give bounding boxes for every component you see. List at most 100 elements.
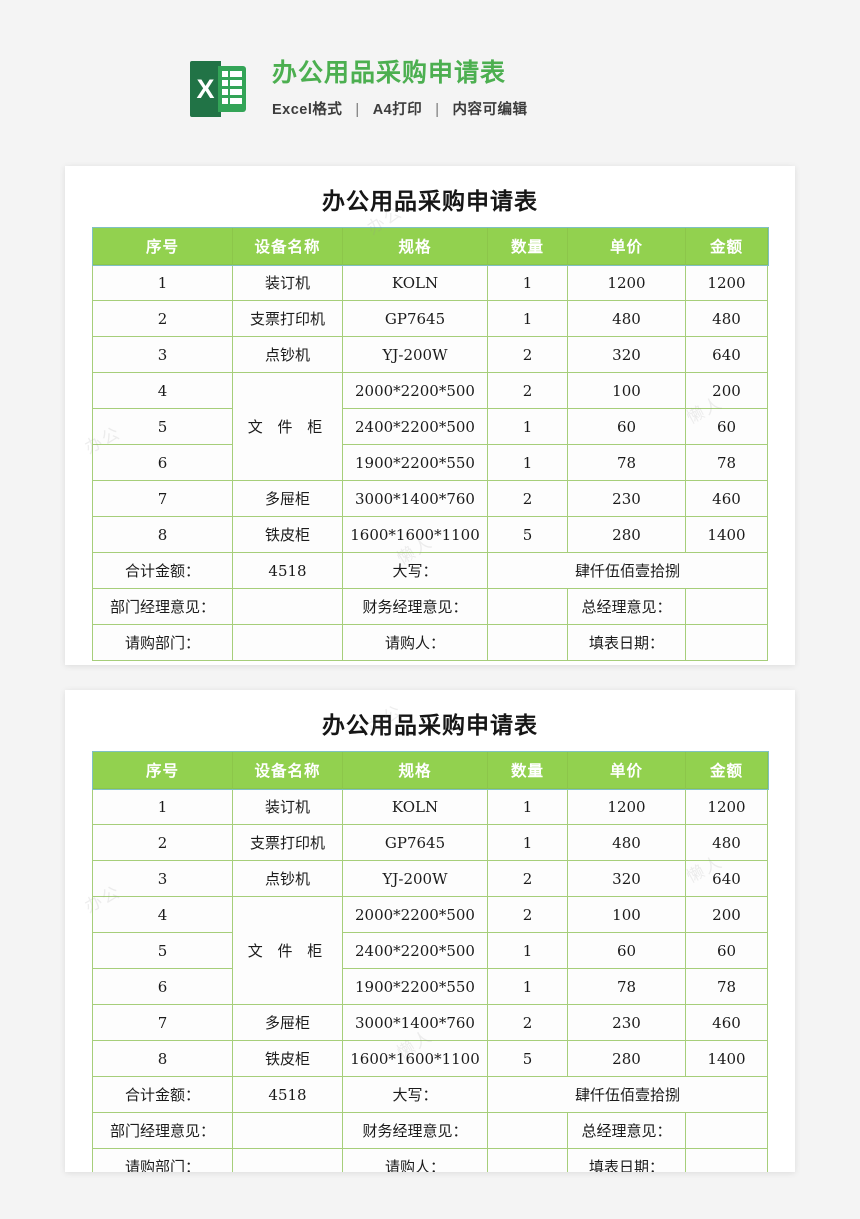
- cell-name: 多屉柜: [232, 480, 343, 517]
- column-header-name: 设备名称: [232, 227, 343, 265]
- cell-spec: KOLN: [342, 788, 488, 825]
- column-header-amount: 金额: [685, 751, 768, 789]
- page-title: 办公用品采购申请表: [272, 59, 507, 87]
- table-row: 1 装订机 KOLN 1 1200 1200: [92, 264, 768, 301]
- cell-spec: 3000*1400*760: [342, 1004, 488, 1041]
- table-row: 5 2400*2200*500 1 60 60: [92, 408, 768, 445]
- cell-no: 5: [92, 932, 233, 969]
- general-manager-value[interactable]: [685, 1112, 768, 1149]
- cell-no: 6: [92, 444, 233, 481]
- cell-no: 2: [92, 300, 233, 337]
- cell-no: 3: [92, 860, 233, 897]
- header-text-block: 办公用品采购申请表 Excel格式 | A4打印 | 内容可编辑: [272, 58, 528, 119]
- capital-label: 大写：: [342, 1076, 488, 1113]
- cell-amount: 480: [685, 824, 768, 861]
- cell-no: 1: [92, 264, 233, 301]
- cell-amount: 460: [685, 1004, 768, 1041]
- header-inner: X 办公用品采购申请表 Excel格式 | A4打印 | 内容可编辑: [190, 58, 528, 119]
- cell-qty: 1: [487, 264, 568, 301]
- cell-qty: 2: [487, 860, 568, 897]
- column-header-qty: 数量: [487, 751, 568, 789]
- cell-no: 4: [92, 896, 233, 933]
- column-header-spec: 规格: [342, 227, 488, 265]
- finance-manager-value[interactable]: [487, 588, 568, 625]
- general-manager-label: 总经理意见：: [567, 1112, 686, 1149]
- purchase-request-table: 序号 设备名称 规格 数量 单价 金额 1 装订机 KOLN 1 1200 12…: [91, 750, 769, 1172]
- cell-spec: GP7645: [342, 824, 488, 861]
- general-manager-value[interactable]: [685, 588, 768, 625]
- column-header-spec: 规格: [342, 751, 488, 789]
- cell-spec: 2400*2200*500: [342, 932, 488, 969]
- cell-qty: 5: [487, 516, 568, 553]
- column-header-no: 序号: [92, 751, 233, 789]
- requester-label: 请购人：: [342, 624, 488, 661]
- cell-no: 4: [92, 372, 233, 409]
- dept-manager-label: 部门经理意见：: [92, 588, 233, 625]
- table-row: 5 2400*2200*500 1 60 60: [92, 932, 768, 969]
- request-row: 请购部门： 请购人： 填表日期：: [92, 624, 768, 661]
- cell-name: 多屉柜: [232, 1004, 343, 1041]
- table-header-row: 序号 设备名称 规格 数量 单价 金额: [91, 226, 769, 266]
- request-dept-label: 请购部门：: [92, 624, 233, 661]
- cell-price: 1200: [567, 264, 686, 301]
- feature-print: A4打印: [372, 102, 423, 118]
- capital-label: 大写：: [342, 552, 488, 589]
- cell-amount: 1400: [685, 1040, 768, 1077]
- feature-separator-1: |: [355, 102, 360, 118]
- cell-qty: 1: [487, 968, 568, 1005]
- capital-value: 肆仟伍佰壹拾捌: [487, 1076, 768, 1113]
- cell-spec: 2000*2200*500: [342, 896, 488, 933]
- cell-qty: 1: [487, 824, 568, 861]
- request-dept-value[interactable]: [232, 1148, 343, 1172]
- cell-amount: 1200: [685, 788, 768, 825]
- dept-manager-label: 部门经理意见：: [92, 1112, 233, 1149]
- dept-manager-value[interactable]: [232, 588, 343, 625]
- cell-amount: 60: [685, 408, 768, 445]
- cell-name: 点钞机: [232, 336, 343, 373]
- cell-qty: 1: [487, 300, 568, 337]
- purchase-request-table: 序号 设备名称 规格 数量 单价 金额 1 装订机 KOLN 1 1200 12…: [91, 226, 769, 661]
- cell-spec: YJ-200W: [342, 336, 488, 373]
- capital-value: 肆仟伍佰壹拾捌: [487, 552, 768, 589]
- cell-no: 1: [92, 788, 233, 825]
- column-header-name: 设备名称: [232, 751, 343, 789]
- cell-no: 5: [92, 408, 233, 445]
- feature-format: Excel格式: [272, 102, 343, 118]
- table-row: 4 文 件 柜 2000*2200*500 2 100 200: [92, 896, 768, 1005]
- preview-card-1[interactable]: 办公 懒人 办公 懒人 办公用品采购申请表 序号 设备名称 规格 数量 单价 金…: [65, 166, 795, 665]
- column-header-amount: 金额: [685, 227, 768, 265]
- table-row: 3 点钞机 YJ-200W 2 320 640: [92, 860, 768, 897]
- table-row: 4 文 件 柜 2000*2200*500 2 100 200: [92, 372, 768, 481]
- cell-no: 8: [92, 1040, 233, 1077]
- preview-card-2[interactable]: 办公 懒人 办公 懒人 办公用品采购申请表 序号 设备名称 规格 数量 单价 金…: [65, 690, 795, 1172]
- requester-value[interactable]: [487, 624, 568, 661]
- cell-price: 100: [567, 896, 686, 933]
- table-row: 7 多屉柜 3000*1400*760 2 230 460: [92, 480, 768, 517]
- document-title: 办公用品采购申请表: [322, 188, 538, 215]
- logo-left-panel: [190, 61, 221, 117]
- cell-price: 78: [567, 968, 686, 1005]
- cell-no: 8: [92, 516, 233, 553]
- cell-no: 7: [92, 1004, 233, 1041]
- cell-spec: KOLN: [342, 264, 488, 301]
- cell-name-merged: 文 件 柜: [232, 372, 343, 481]
- dept-manager-value[interactable]: [232, 1112, 343, 1149]
- table-row: 1 装订机 KOLN 1 1200 1200: [92, 788, 768, 825]
- cell-qty: 2: [487, 1004, 568, 1041]
- cell-qty: 1: [487, 788, 568, 825]
- fill-date-value[interactable]: [685, 1148, 768, 1172]
- table-row: 7 多屉柜 3000*1400*760 2 230 460: [92, 1004, 768, 1041]
- column-header-qty: 数量: [487, 227, 568, 265]
- requester-value[interactable]: [487, 1148, 568, 1172]
- table-row: 8 铁皮柜 1600*1600*1100 5 280 1400: [92, 516, 768, 553]
- fill-date-value[interactable]: [685, 624, 768, 661]
- request-dept-value[interactable]: [232, 624, 343, 661]
- finance-manager-value[interactable]: [487, 1112, 568, 1149]
- cell-amount: 200: [685, 372, 768, 409]
- cell-qty: 1: [487, 408, 568, 445]
- feature-separator-2: |: [435, 102, 440, 118]
- total-label: 合计金额：: [92, 552, 233, 589]
- cell-spec: GP7645: [342, 300, 488, 337]
- page-header: X 办公用品采购申请表 Excel格式 | A4打印 | 内容可编辑: [0, 0, 860, 150]
- cell-price: 280: [567, 1040, 686, 1077]
